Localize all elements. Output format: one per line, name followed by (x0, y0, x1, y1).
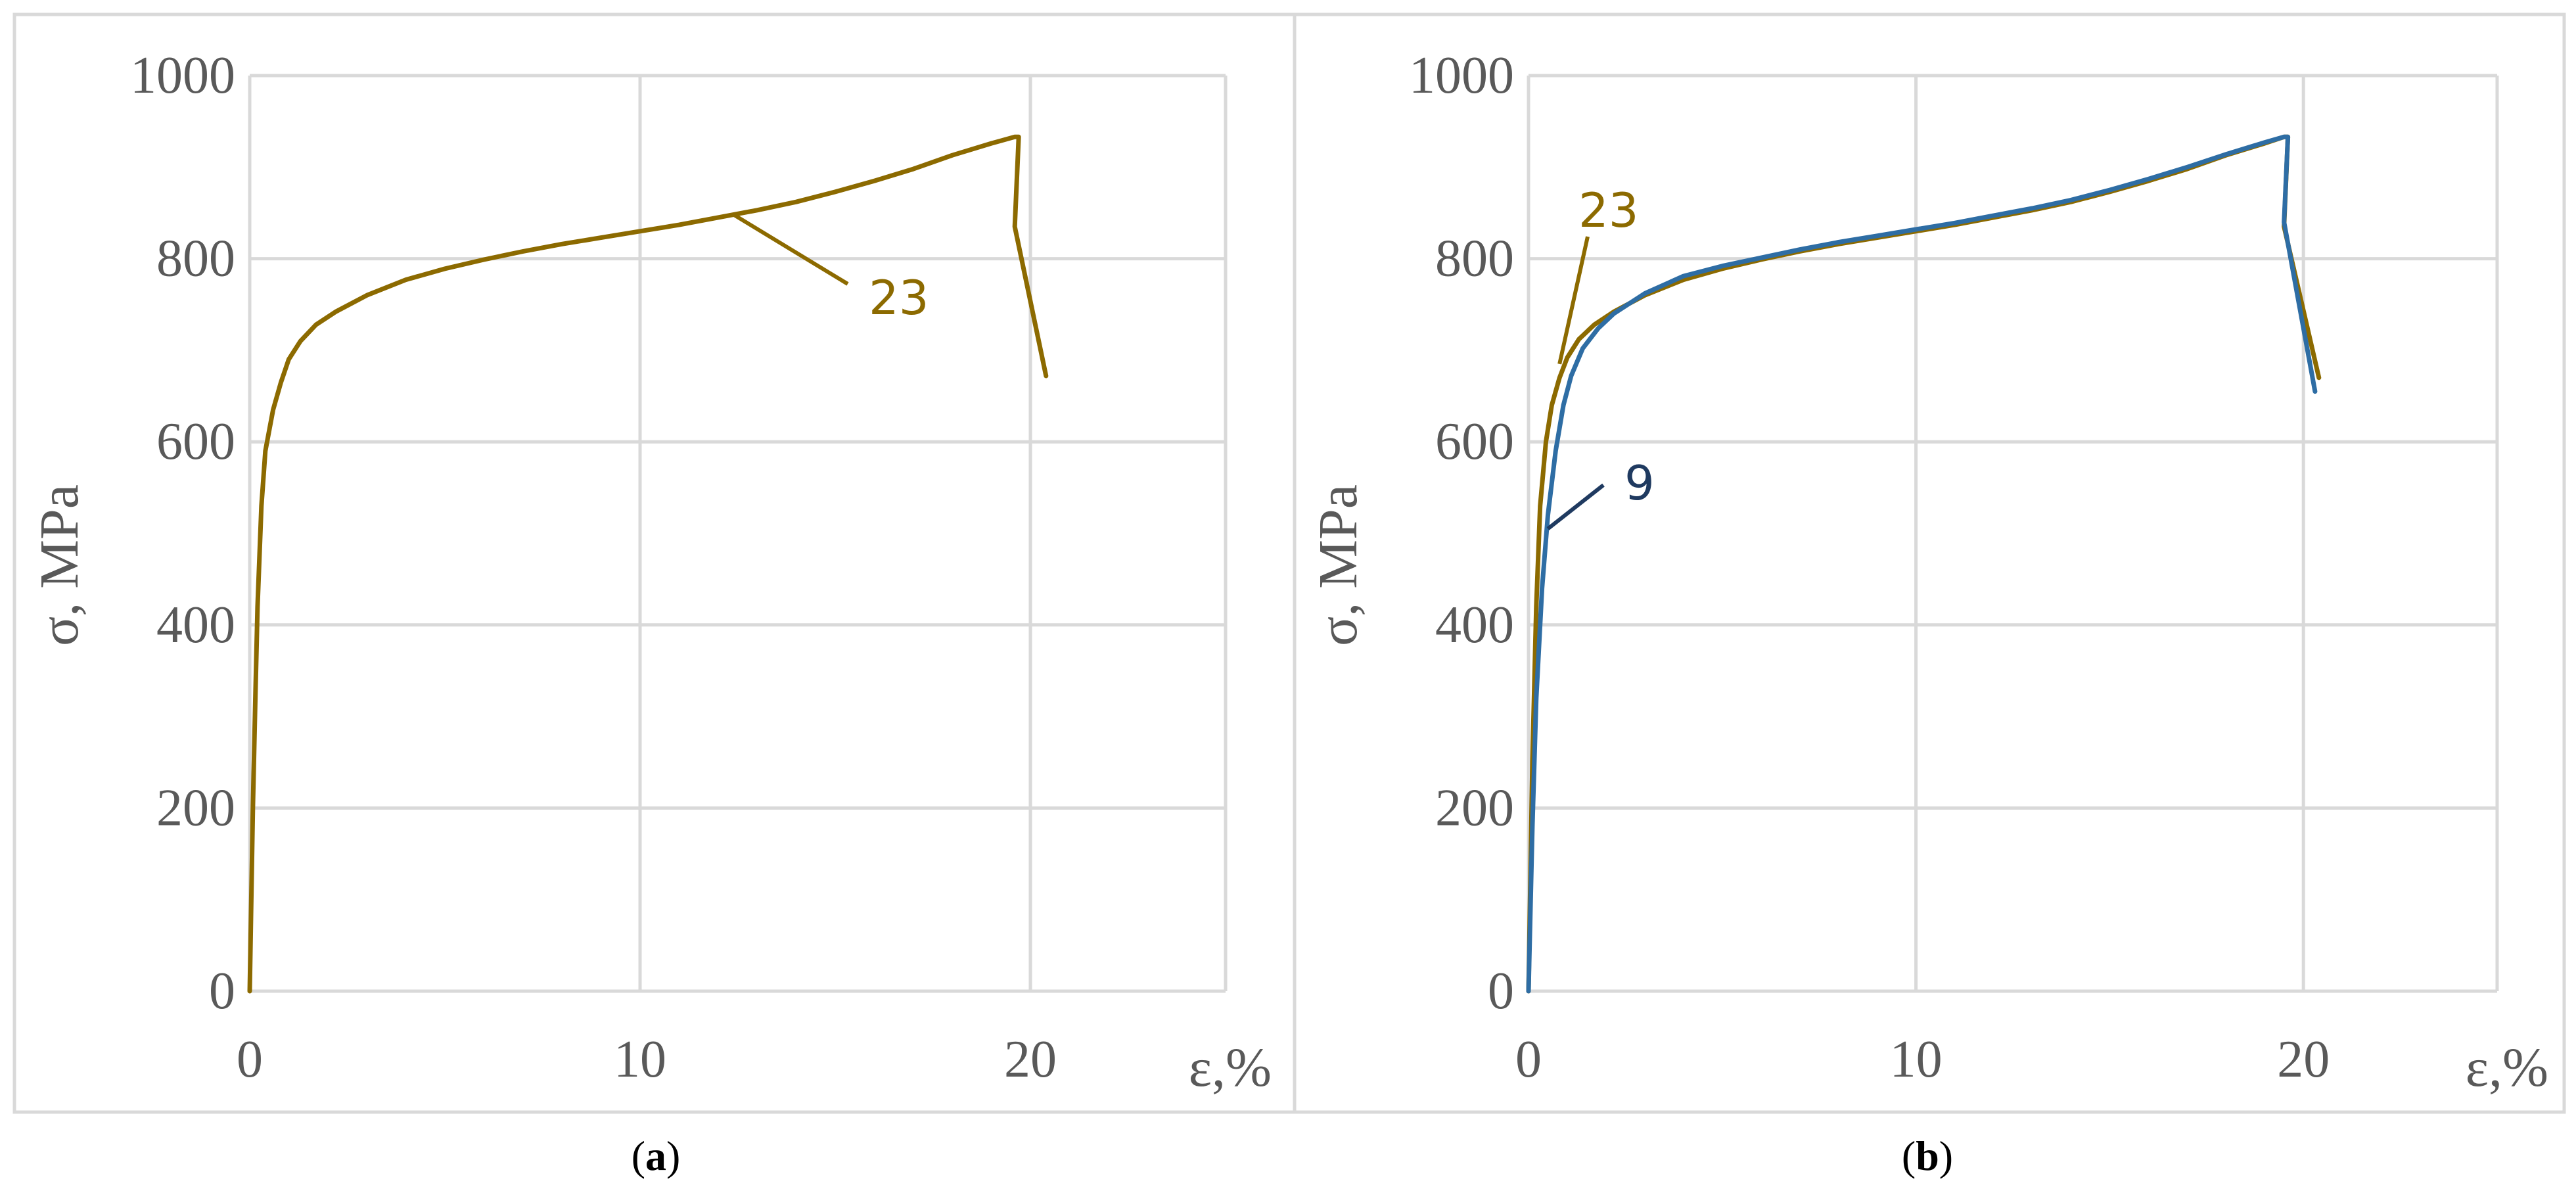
panel-b-y-tick-800: 800 (1435, 230, 1514, 288)
panel-a-y-tick-600: 600 (156, 413, 235, 471)
panel-b-y-tick-0: 0 (1488, 962, 1514, 1020)
panel-a-y-tick-200: 200 (156, 779, 235, 837)
panel-a-annotation-23-label: 23 (869, 270, 929, 325)
panel-b-y-tick-200: 200 (1435, 779, 1514, 837)
panel-a-y-tick-1000: 1000 (130, 47, 235, 105)
panel-b-grid (1529, 74, 2499, 991)
panel-a-letter: a (645, 1132, 666, 1179)
panel-b-axes (1527, 76, 2497, 993)
panel-b: 0 200 400 600 800 1000 0 10 20 23 9 σ, MPa ε,% (… (1308, 47, 2548, 1179)
panel-a-y-axis-label: σ, MPa (29, 484, 90, 646)
panel-b-annotation-23-label: 23 (1578, 183, 1639, 238)
panel-a-x-tick-0: 0 (237, 1031, 263, 1088)
panel-b-annotation-23-leader (1557, 236, 1590, 365)
panel-a-x-tick-20: 20 (1004, 1031, 1057, 1088)
panel-a: 0 200 400 600 800 1000 0 10 20 23 σ, MPa ε,% (a… (29, 47, 1272, 1179)
figure-frame (12, 12, 2566, 1114)
panel-b-x-tick-labels: 0 10 20 (1515, 1031, 2330, 1088)
panel-a-annotations: 23 (733, 213, 929, 325)
panel-b-x-tick-10: 10 (1890, 1031, 1943, 1088)
panel-a-caption: (a) (632, 1132, 681, 1179)
panel-b-y-tick-400: 400 (1435, 596, 1514, 654)
panel-b-y-axis-label: σ, MPa (1308, 484, 1369, 646)
panel-b-y-tick-labels: 0 200 400 600 800 1000 (1409, 47, 1514, 1020)
panel-b-x-tick-0: 0 (1515, 1031, 1542, 1088)
panel-b-annotation-9-leader (1546, 483, 1605, 530)
panel-a-x-tick-labels: 0 10 20 (237, 1031, 1057, 1088)
panel-a-x-tick-10: 10 (614, 1031, 666, 1088)
panel-a-series (247, 134, 1049, 994)
panel-a-series-23-line (247, 134, 1049, 994)
panel-b-annotation-9-label: 9 (1624, 455, 1655, 511)
panel-a-axes (248, 76, 1226, 993)
panel-a-y-tick-0: 0 (209, 962, 235, 1020)
panel-b-caption: (b) (1902, 1132, 1953, 1179)
panel-a-grid (250, 74, 1228, 991)
panel-b-y-tick-1000: 1000 (1409, 47, 1514, 105)
panel-a-y-tick-800: 800 (156, 230, 235, 288)
panel-a-y-tick-labels: 0 200 400 600 800 1000 (130, 47, 235, 1020)
panel-b-series-23-line (1526, 134, 2322, 994)
panel-b-series (1526, 134, 2322, 994)
panel-a-annotation-23-leader (733, 213, 849, 286)
panel-a-x-axis-label: ε,% (1189, 1037, 1272, 1098)
panel-b-x-tick-20: 20 (2277, 1031, 2330, 1088)
panel-a-y-tick-400: 400 (156, 596, 235, 654)
panel-b-x-axis-label: ε,% (2466, 1037, 2548, 1098)
panel-b-y-tick-600: 600 (1435, 413, 1514, 471)
panel-b-letter: b (1916, 1132, 1939, 1179)
panel-b-series-9-line (1526, 134, 2318, 994)
panel-b-annotations: 23 9 (1546, 183, 1655, 530)
